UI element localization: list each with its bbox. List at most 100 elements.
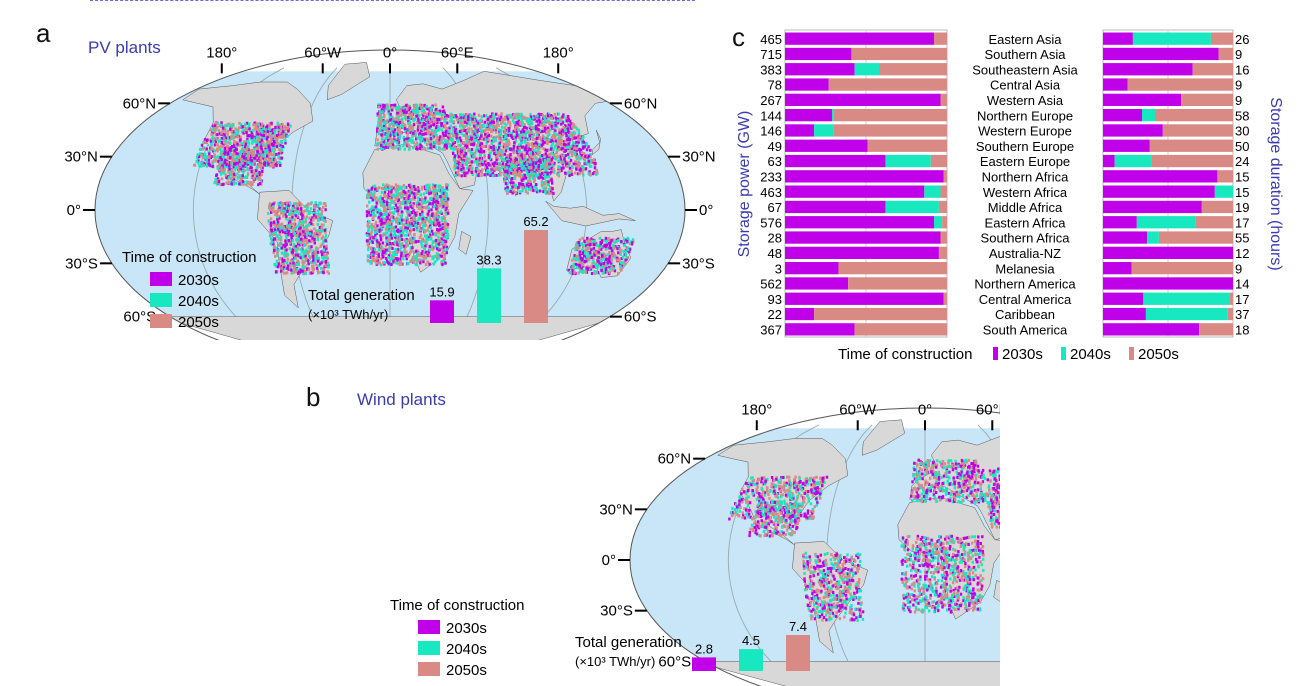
power-value: 93 [768, 292, 782, 307]
lon-tick-label: 60°W [839, 401, 877, 418]
power-segment-2050s [867, 139, 947, 152]
power-segment-2050s [942, 216, 947, 229]
lat-label-left: 0° [602, 552, 616, 569]
total-generation-bars: Total generation (×10³ TWh/yr) 15.9 38.3 65.… [308, 214, 549, 323]
power-segment-2030s [785, 307, 815, 321]
lat-label-left: 0° [67, 202, 81, 219]
legend-label: 2040s [1070, 346, 1111, 363]
legend-label: 2050s [1138, 346, 1179, 363]
legend-swatch [1061, 347, 1066, 360]
region-label: Southern Africa [981, 231, 1071, 246]
landmass [993, 579, 1000, 603]
duration-segment-2050s [1127, 78, 1233, 91]
panel-b-title: Wind plants [357, 390, 446, 409]
duration-value: 17 [1235, 292, 1249, 307]
total-generation-bars: Total generation (×10³ TWh/yr) 2.8 4.5 7.4 [575, 619, 810, 671]
power-segment-2030s [785, 185, 925, 198]
power-segment-2050s [943, 292, 947, 305]
duration-segment-2040s [1114, 154, 1152, 168]
duration-segment-2050s [1131, 262, 1233, 275]
duration-value: 50 [1235, 139, 1249, 154]
duration-segment-2040s [1147, 231, 1159, 244]
construction-legend: Time of construction 2030s 2040s 2050s [122, 249, 257, 331]
duration-segment-2050s [1227, 307, 1233, 321]
region-label: Central America [979, 292, 1072, 307]
power-segment-2030s [785, 277, 849, 290]
panel-b-label: b [306, 382, 321, 412]
power-segment-2050s [940, 185, 947, 198]
power-segment-2030s [785, 78, 829, 91]
duration-segment-2040s [1214, 185, 1233, 198]
legend-title: Time of construction [122, 249, 257, 266]
legend-swatch [418, 620, 440, 634]
power-value: 22 [768, 307, 782, 322]
duration-segment-2040s [1142, 109, 1155, 122]
power-segment-2030s [785, 109, 832, 122]
landmass [861, 419, 905, 456]
duration-segment-2050s [1181, 93, 1233, 106]
power-value: 383 [760, 62, 782, 77]
legend-label: 2050s [178, 314, 219, 331]
total-bar-value: 2.8 [695, 641, 713, 656]
total-bar-value: 65.2 [523, 214, 548, 229]
top-dashed-link [90, 0, 695, 3]
lat-label-left: 60°N [123, 95, 157, 112]
lat-label-left: 60°S [123, 309, 156, 326]
duration-value: 19 [1235, 200, 1249, 215]
lon-tick-label: 60°E [441, 44, 474, 61]
duration-segment-2030s [1103, 185, 1215, 198]
duration-segment-2050s [1162, 124, 1233, 137]
legend-label: 2050s [446, 662, 487, 679]
duration-segment-2030s [1103, 124, 1163, 137]
duration-segment-2030s [1103, 93, 1181, 106]
power-segment-2040s [934, 216, 943, 229]
region-label: Eastern Africa [985, 215, 1067, 230]
duration-value: 9 [1235, 93, 1242, 108]
duration-segment-2050s [1199, 323, 1233, 336]
duration-segment-2050s [1210, 32, 1233, 45]
landmass [545, 200, 636, 227]
power-value: 63 [768, 154, 782, 169]
lat-label-left: 30°S [600, 603, 633, 620]
duration-value: 12 [1235, 246, 1249, 261]
duration-value: 9 [1235, 78, 1242, 93]
landmass [909, 428, 1000, 553]
power-segment-2030s [785, 139, 868, 152]
legend-label: 2040s [446, 641, 487, 658]
duration-segment-2030s [1103, 292, 1144, 305]
lat-label-left: 30°S [65, 255, 98, 272]
duration-segment-2040s [1145, 307, 1228, 321]
power-segment-2030s [785, 216, 935, 229]
landmass [158, 316, 622, 340]
panel-a-label: a [36, 18, 51, 48]
duration-segment-2030s [1103, 246, 1233, 259]
power-value: 49 [768, 139, 782, 154]
duration-segment-2030s [1103, 216, 1137, 229]
power-value: 146 [760, 124, 782, 139]
power-segment-2050s [854, 323, 947, 336]
duration-segment-2050s [1218, 47, 1233, 61]
power-segment-2030s [785, 32, 935, 45]
power-value: 3 [775, 261, 782, 276]
duration-value: 17 [1235, 215, 1249, 230]
power-value: 144 [760, 108, 782, 123]
power-segment-2030s [785, 262, 839, 275]
legend-swatch [150, 293, 172, 307]
duration-value: 14 [1235, 277, 1249, 292]
region-label: Australia-NZ [989, 246, 1061, 261]
region-label: South America [983, 323, 1068, 338]
duration-segment-2030s [1103, 262, 1132, 275]
lat-label-right: 60°N [624, 95, 658, 112]
power-segment-2050s [940, 93, 947, 106]
power-segment-2030s [785, 170, 944, 183]
power-segment-2030s [785, 231, 941, 244]
power-segment-2030s [785, 200, 886, 214]
power-value: 267 [760, 93, 782, 108]
lon-tick-label: 0° [918, 401, 932, 418]
duration-segment-2050s [1217, 170, 1233, 183]
lon-tick-label: 180° [206, 44, 237, 61]
duration-value: 26 [1235, 32, 1249, 47]
power-segment-2050s [938, 246, 947, 259]
lat-label-right: 60°S [624, 309, 657, 326]
duration-segment-2030s [1103, 109, 1142, 122]
